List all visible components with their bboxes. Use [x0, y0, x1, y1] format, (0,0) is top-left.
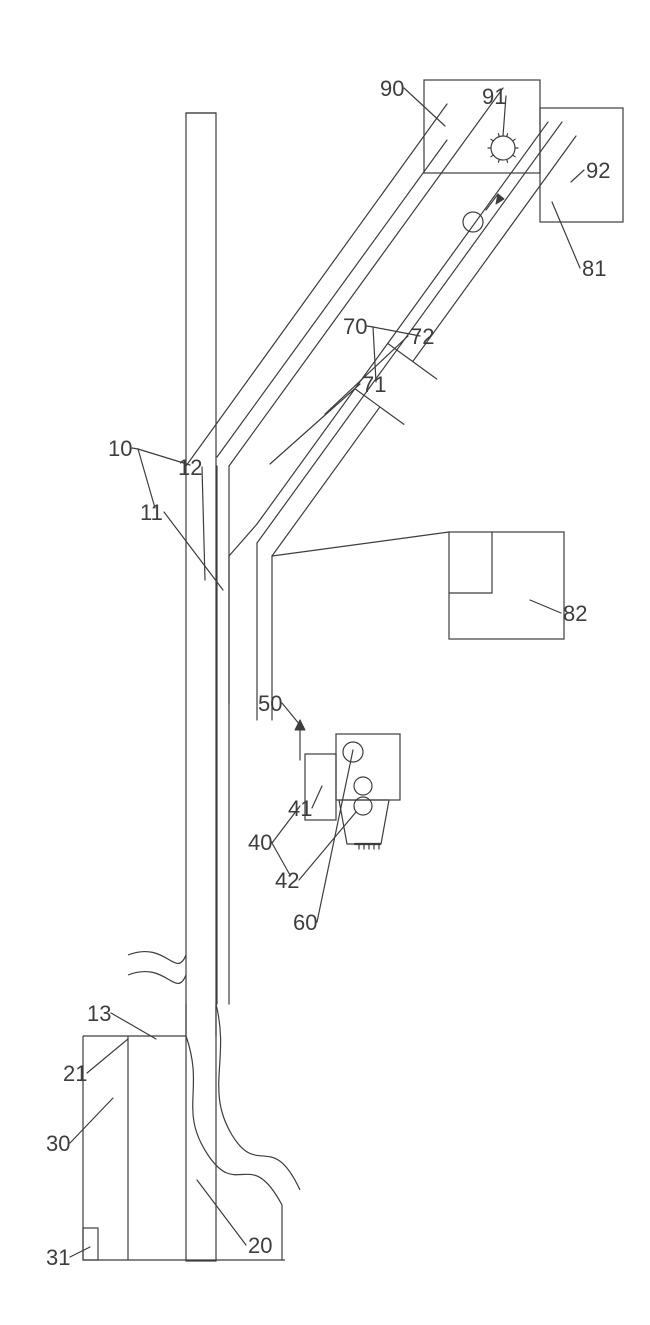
callout-60: 60 — [293, 912, 317, 934]
callout-71: 71 — [362, 374, 386, 396]
callout-31: 31 — [46, 1247, 70, 1269]
callout-11: 11 — [140, 502, 163, 524]
callout-40: 40 — [248, 832, 272, 854]
callout-72: 72 — [410, 326, 434, 348]
callout-90: 90 — [380, 78, 404, 100]
callout-50: 50 — [258, 693, 282, 715]
callout-91: 91 — [482, 86, 506, 108]
callout-82: 82 — [563, 603, 587, 625]
callout-21: 21 — [63, 1063, 87, 1085]
callout-81: 81 — [582, 258, 606, 280]
callout-70: 70 — [343, 316, 367, 338]
callout-41: 41 — [288, 798, 312, 820]
callout-12: 12 — [178, 457, 202, 479]
diagram-svg — [0, 0, 650, 1325]
callout-30: 30 — [46, 1133, 70, 1155]
callout-42: 42 — [275, 870, 299, 892]
callout-92: 92 — [586, 160, 610, 182]
diagram-stage: 92 81 91 90 82 72 70 71 50 41 4042 60 12 10 11 13 21 30 31… — [0, 0, 650, 1325]
callout-13: 13 — [87, 1003, 111, 1025]
callout-20: 20 — [248, 1235, 272, 1257]
callout-10: 10 — [108, 438, 132, 460]
